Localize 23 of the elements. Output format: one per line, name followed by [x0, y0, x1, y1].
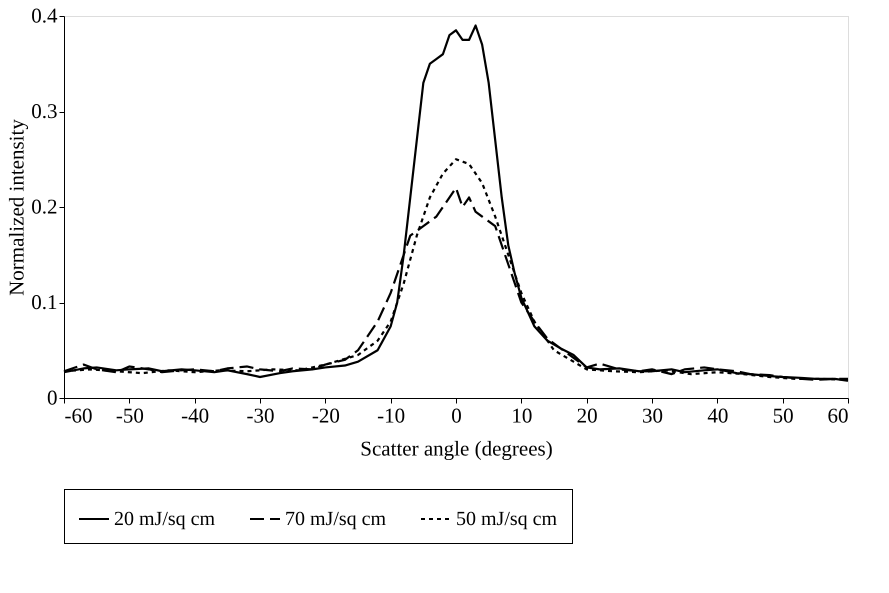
x-tick-label: -20: [312, 404, 340, 428]
legend-label: 20 mJ/sq cm: [114, 508, 216, 530]
y-tick-label: 0.4: [31, 4, 58, 28]
y-tick-label: 0.1: [31, 290, 58, 314]
y-tick-label: 0: [47, 386, 58, 410]
x-tick-label: 50: [772, 404, 794, 428]
legend-label: 70 mJ/sq cm: [285, 508, 387, 530]
y-tick-label: 0.3: [31, 99, 58, 123]
x-tick-label: -40: [181, 404, 210, 428]
x-tick-label: 0: [451, 404, 462, 428]
x-tick-label: -60: [64, 404, 92, 428]
x-tick-label: 60: [828, 404, 848, 428]
x-axis-title: Scatter angle (degrees): [360, 436, 553, 460]
legend-label: 50 mJ/sq cm: [456, 508, 558, 530]
y-axis-title: Normalized intensity: [4, 118, 28, 296]
x-tick-label: -10: [377, 404, 406, 428]
x-tick-label: 30: [642, 404, 663, 428]
y-tick-label: 0.2: [31, 194, 58, 218]
x-tick-label: 10: [511, 404, 532, 428]
x-tick-label: -50: [116, 404, 144, 428]
x-tick-label: 20: [576, 404, 598, 428]
x-tick-label: 40: [707, 404, 728, 428]
x-tick-label: -30: [246, 404, 274, 428]
